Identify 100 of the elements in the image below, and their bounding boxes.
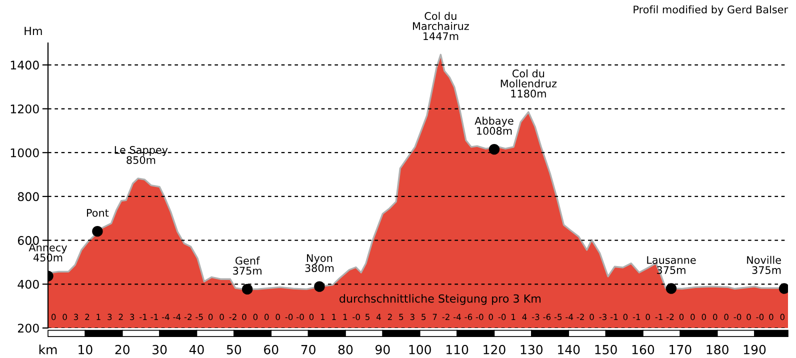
annotation: -2 xyxy=(184,314,192,320)
x-tick-label: 20 xyxy=(115,344,130,354)
annotation: -1 xyxy=(150,314,158,320)
annotation: 0 xyxy=(242,314,246,320)
annotation: 0 xyxy=(264,314,269,320)
annotation: 5 xyxy=(399,314,404,320)
annotation: 3 xyxy=(108,314,112,320)
annotation: 0 xyxy=(62,314,67,320)
annotation: Pont xyxy=(87,209,109,217)
x-tick-label: 10 xyxy=(78,344,92,354)
y-tick-label: 400 xyxy=(18,280,39,289)
annotation: 1 xyxy=(96,314,100,320)
annotation: -1 xyxy=(632,314,640,320)
annotation: 0 xyxy=(780,314,784,320)
annotation: 0 xyxy=(309,314,314,320)
x-tick-label: 160 xyxy=(632,344,654,354)
annotation: 0 xyxy=(220,314,224,320)
x-tick-label: 70 xyxy=(301,344,316,354)
text: Profil modified by Gerd Balser xyxy=(634,5,788,16)
annotation: 4 xyxy=(522,314,527,320)
annotation: -5 xyxy=(196,314,203,320)
annotation: -2 xyxy=(229,314,236,320)
annotation: 0 xyxy=(690,314,695,320)
y-tick-label: 800 xyxy=(18,192,39,202)
annotation: 1 xyxy=(512,314,516,320)
annotation: 3 xyxy=(130,314,134,320)
annotation: 5 xyxy=(366,314,370,320)
annotation: 0 xyxy=(208,314,213,320)
annotation: -2 xyxy=(666,314,674,320)
annotation: -0 xyxy=(756,314,764,320)
point xyxy=(666,283,677,294)
point xyxy=(242,284,253,295)
annotation: -4 xyxy=(453,314,461,320)
annotation: -1 xyxy=(655,314,662,320)
x-tick-label: 130 xyxy=(520,344,543,354)
annotation: -4 xyxy=(162,314,170,320)
x-tick-label: 120 xyxy=(484,344,506,354)
annotation: 4 xyxy=(376,314,381,320)
annotation: 0 xyxy=(253,314,258,320)
annotation: 0 xyxy=(590,314,594,320)
annotation: 3 xyxy=(74,314,78,320)
x-tick-label: 60 xyxy=(264,344,278,354)
point xyxy=(778,283,788,294)
annotation: Col du Marchairuz 1447m xyxy=(413,12,469,40)
annotation: 2 xyxy=(388,314,392,320)
point xyxy=(488,144,500,155)
annotation: -4 xyxy=(173,314,181,320)
annotation: 2 xyxy=(85,314,90,320)
x-tick-label: 100 xyxy=(409,344,431,354)
x-tick-label: 30 xyxy=(152,344,167,354)
y-tick-label: 1400 xyxy=(10,60,39,70)
x-tick-label: 50 xyxy=(226,344,242,354)
annotation: 0 xyxy=(646,314,650,320)
x-tick-label: 140 xyxy=(558,344,580,354)
annotation: -4 xyxy=(566,314,574,320)
annotation: 5 xyxy=(422,314,426,320)
y-tick-label: 1000 xyxy=(10,148,39,158)
annotation: -0 xyxy=(285,314,293,320)
annotation: -3 xyxy=(532,314,540,320)
annotation: 0 xyxy=(713,314,718,320)
annotation: 0 xyxy=(52,314,56,320)
annotation: Noville 375m xyxy=(747,256,781,274)
point xyxy=(92,226,103,237)
annotation: -0 xyxy=(352,314,360,320)
annotation: -5 xyxy=(554,314,562,320)
x-tick-label: 40 xyxy=(189,344,204,354)
x-tick-label: km xyxy=(39,344,57,354)
y-tick-label: 600 xyxy=(18,236,39,245)
annotation: 0 xyxy=(488,314,493,320)
annotation: -1 xyxy=(610,314,618,320)
annotation: -0 xyxy=(296,314,304,320)
annotation: 7 xyxy=(432,314,437,320)
y-tick-label: 200 xyxy=(18,324,39,333)
annotation: Nyon 380m xyxy=(305,254,334,272)
x-tick-label: 90 xyxy=(376,344,390,354)
annotation: -6 xyxy=(543,314,551,320)
annotation: 1 xyxy=(320,314,325,320)
annotation: -0 xyxy=(476,314,484,320)
annotation: 0 xyxy=(679,314,684,320)
annotation: -2 xyxy=(576,314,584,320)
x-tick-label: 80 xyxy=(338,344,353,354)
x-tick-label: 180 xyxy=(706,344,728,354)
annotation: 0 xyxy=(746,314,751,320)
y-axis-title: Hm xyxy=(24,26,42,35)
annotation: -6 xyxy=(464,314,472,320)
annotation: Abbaye 1008m xyxy=(474,116,514,135)
y-tick-label: 1200 xyxy=(10,104,39,114)
annotation: -1 xyxy=(140,314,147,320)
annotation: 0 xyxy=(724,314,728,320)
annotation: -0 xyxy=(498,314,506,320)
x-tick-label: 190 xyxy=(744,344,766,354)
annotation: Genf 375m xyxy=(233,256,262,275)
annotation: durchschnittliche Steigung pro 3 Km xyxy=(340,294,541,305)
x-tick-label: 170 xyxy=(670,344,692,354)
annotation: 0 xyxy=(702,314,706,320)
annotation: -0 xyxy=(734,314,742,320)
x-tick-label: 110 xyxy=(446,344,468,354)
annotation: -2 xyxy=(442,314,450,320)
annotation: 1 xyxy=(332,314,336,320)
annotation: Col du Mollendruz 1180m xyxy=(500,69,557,98)
